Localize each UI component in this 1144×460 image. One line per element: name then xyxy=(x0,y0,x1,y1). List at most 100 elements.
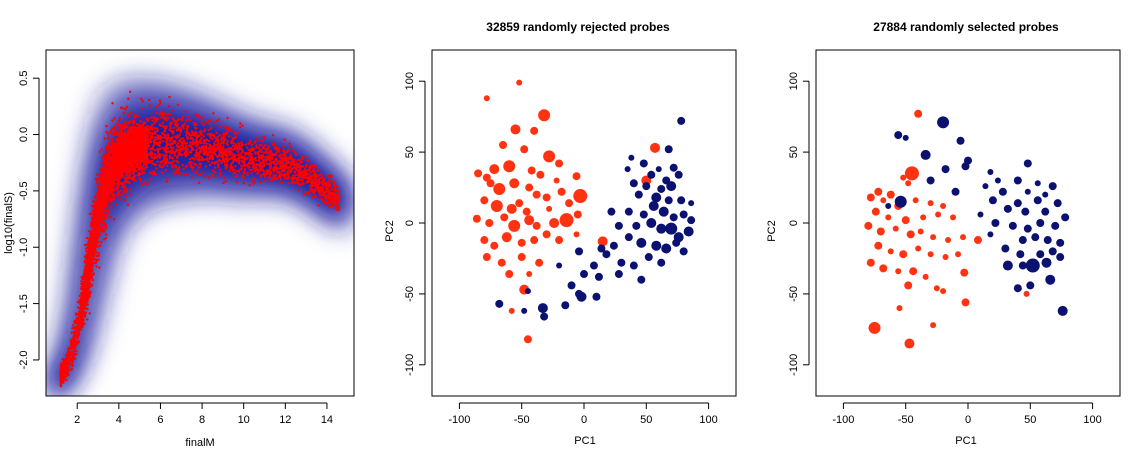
data-point xyxy=(163,133,167,137)
data-point xyxy=(151,156,154,159)
data-point xyxy=(214,170,217,174)
data-point xyxy=(312,188,316,191)
data-point xyxy=(214,153,217,156)
data-point xyxy=(213,142,216,145)
data-point xyxy=(269,178,272,182)
data-point xyxy=(328,179,331,182)
data-point xyxy=(200,137,203,140)
data-point xyxy=(71,324,75,327)
data-point xyxy=(301,157,305,161)
data-point xyxy=(74,332,77,336)
data-point xyxy=(169,146,173,149)
data-point xyxy=(255,166,258,170)
data-point xyxy=(318,173,322,176)
data-point xyxy=(124,108,127,111)
data-point xyxy=(326,199,330,202)
data-point xyxy=(183,142,187,145)
data-point xyxy=(123,189,126,192)
data-point xyxy=(133,126,136,129)
data-point xyxy=(171,130,174,134)
data-point xyxy=(118,197,121,200)
data-point xyxy=(149,116,153,119)
data-point xyxy=(176,145,179,149)
data-point xyxy=(176,103,180,106)
data-point xyxy=(78,294,81,298)
data-point xyxy=(63,375,66,379)
data-point xyxy=(326,195,330,198)
data-point xyxy=(282,159,285,163)
data-point xyxy=(198,134,201,138)
data-point xyxy=(311,188,314,192)
data-point xyxy=(256,151,260,154)
data-point xyxy=(280,157,284,160)
data-point xyxy=(126,176,130,180)
data-point xyxy=(153,122,156,125)
data-point xyxy=(251,160,254,163)
data-point xyxy=(211,173,214,177)
data-point xyxy=(69,351,72,354)
data-point xyxy=(231,168,235,171)
data-point xyxy=(330,179,333,182)
data-point xyxy=(122,111,126,115)
data-point xyxy=(223,152,227,156)
data-point xyxy=(223,125,227,129)
data-point xyxy=(75,326,78,330)
data-point xyxy=(139,179,142,183)
data-point xyxy=(211,150,214,154)
data-point xyxy=(155,105,158,109)
data-point xyxy=(234,164,237,168)
data-point xyxy=(63,371,67,374)
data-point xyxy=(104,154,107,158)
data-point xyxy=(103,222,107,225)
data-point xyxy=(203,149,206,152)
data-point xyxy=(206,142,209,145)
data-point xyxy=(304,155,308,159)
data-point xyxy=(296,158,299,162)
data-point xyxy=(318,186,321,189)
data-point xyxy=(241,124,244,127)
data-point xyxy=(236,180,239,184)
data-point xyxy=(178,144,182,148)
data-point xyxy=(213,150,217,153)
data-point xyxy=(175,137,178,140)
data-point xyxy=(144,168,147,171)
data-point xyxy=(243,164,247,167)
data-point xyxy=(240,143,244,146)
data-point xyxy=(127,97,130,100)
data-point xyxy=(107,208,110,212)
data-point xyxy=(209,156,213,159)
data-point xyxy=(333,195,337,198)
data-point xyxy=(334,201,337,205)
data-point xyxy=(203,158,207,161)
data-point xyxy=(301,170,304,173)
data-point xyxy=(300,155,304,159)
data-point xyxy=(183,152,186,155)
data-point xyxy=(174,121,178,125)
data-point xyxy=(180,118,183,121)
data-point xyxy=(95,204,99,207)
data-point xyxy=(87,295,91,299)
data-point xyxy=(171,117,174,120)
data-point xyxy=(326,201,329,204)
data-point xyxy=(165,119,168,122)
data-point xyxy=(279,182,283,185)
data-point xyxy=(287,149,290,152)
data-point xyxy=(195,143,199,146)
data-point xyxy=(211,157,215,161)
data-point xyxy=(107,141,111,145)
data-point xyxy=(196,152,200,155)
data-point xyxy=(214,175,217,179)
data-point xyxy=(203,175,206,178)
data-point xyxy=(286,177,289,181)
data-point xyxy=(207,128,210,132)
data-point xyxy=(127,114,130,118)
data-point xyxy=(234,132,237,136)
data-point xyxy=(208,176,211,180)
data-point xyxy=(179,140,182,144)
data-point xyxy=(175,125,178,128)
data-point xyxy=(147,98,151,102)
data-point xyxy=(216,139,220,142)
data-point xyxy=(226,117,229,120)
data-point xyxy=(292,177,296,181)
data-point xyxy=(263,164,266,168)
